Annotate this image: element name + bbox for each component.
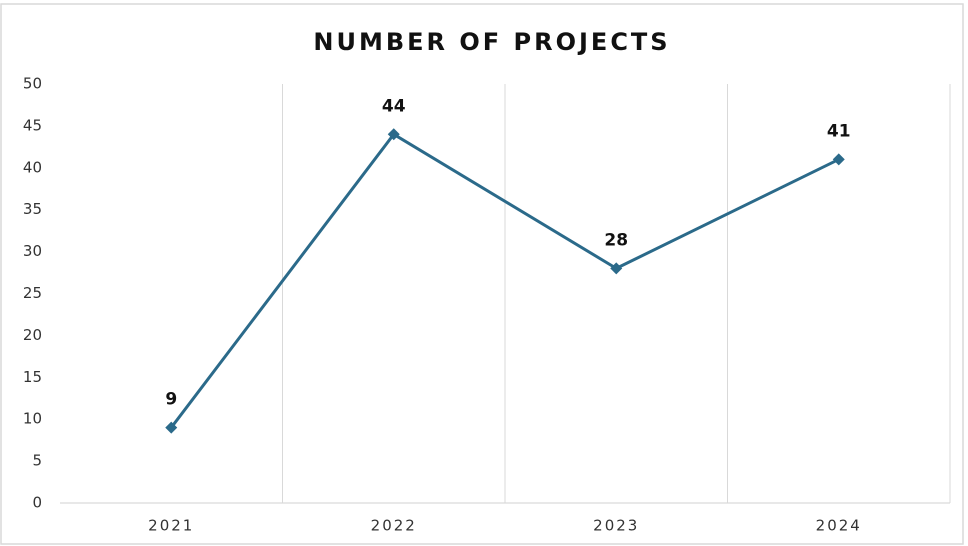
y-tick-label: 45 <box>23 116 42 134</box>
marker <box>610 262 623 275</box>
marker <box>832 153 845 166</box>
chart-title: NUMBER OF PROJECTS <box>313 28 670 56</box>
y-tick-label: 15 <box>23 368 42 386</box>
y-tick-label: 10 <box>23 410 42 428</box>
line <box>170 132 840 429</box>
marker <box>165 421 178 434</box>
y-tick-label: 25 <box>23 284 42 302</box>
x-tick-label: 2023 <box>593 517 639 535</box>
y-tick-label: 40 <box>23 158 42 176</box>
y-tick-label: 20 <box>23 326 42 344</box>
y-tick-label: 5 <box>32 452 42 470</box>
y-tick-label: 50 <box>23 75 42 93</box>
y-tick-label: 0 <box>32 494 42 512</box>
x-tick-label: 2022 <box>371 517 417 535</box>
y-tick-label: 30 <box>23 242 42 260</box>
data-label: 9 <box>165 390 177 410</box>
data-label: 28 <box>604 230 628 250</box>
chart-frame <box>0 3 964 545</box>
y-tick-label: 35 <box>23 200 42 218</box>
x-tick-label: 2024 <box>816 517 862 535</box>
data-label: 41 <box>827 121 851 141</box>
marker <box>387 128 400 141</box>
data-label: 44 <box>382 96 406 116</box>
x-tick-label: 2021 <box>148 517 194 535</box>
